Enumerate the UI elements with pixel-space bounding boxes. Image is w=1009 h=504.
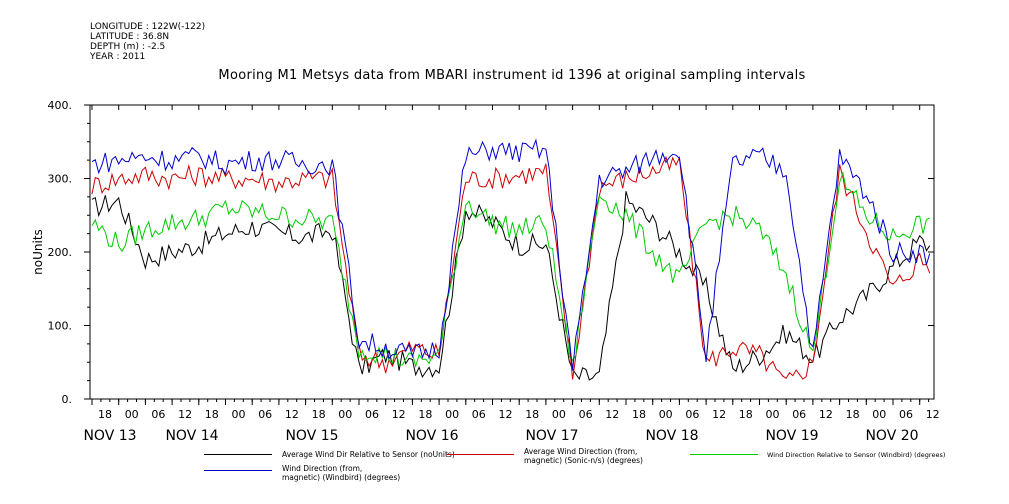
x-tick-label: 18 — [312, 408, 326, 421]
x-tick-label: 18 — [525, 408, 539, 421]
x-day-label: NOV 17 — [525, 428, 578, 444]
x-tick-label: 06 — [685, 408, 699, 421]
axes: 0. 100. 200. 300. 400. 18 00 06 12 18 00 06 12 18 00 06… — [48, 99, 940, 444]
longitude-label: LONGITUDE : 122W(-122) — [90, 22, 206, 32]
x-tick-label: 06 — [792, 408, 806, 421]
legend-line-green — [690, 454, 758, 455]
x-tick-label: 00 — [872, 408, 886, 421]
x-tick-label: 00 — [552, 408, 566, 421]
x-tick-label: 12 — [178, 408, 192, 421]
x-tick-label: 06 — [258, 408, 272, 421]
x-tick-label: 12 — [712, 408, 726, 421]
x-day-label: NOV 16 — [405, 428, 458, 444]
x-tick-label: 00 — [125, 408, 139, 421]
legend-label-blue: Wind Direction (from, magnetic) (Windbir… — [282, 464, 401, 482]
y-tick-label: 0. — [62, 393, 73, 406]
x-tick-label: 06 — [365, 408, 379, 421]
x-tick-label: 12 — [605, 408, 619, 421]
y-tick-label: 400. — [48, 99, 73, 112]
latitude-label: LATITUDE : 36.8N — [90, 32, 170, 42]
series-line-3 — [91, 138, 931, 371]
x-day-label: NOV 13 — [83, 428, 136, 444]
legend-label-green: Wind Direction Relative to Sensor (Windb… — [767, 451, 946, 459]
x-tick-label: 12 — [819, 408, 833, 421]
legend-line-red — [446, 454, 514, 455]
x-tick-label: 12 — [285, 408, 299, 421]
x-tick-label: 18 — [205, 408, 219, 421]
x-tick-label: 00 — [232, 408, 246, 421]
depth-label: DEPTH (m) : -2.5 — [90, 42, 166, 52]
metadata-block: LONGITUDE : 122W(-122) LATITUDE : 36.8N … — [90, 22, 205, 62]
series-line-1 — [91, 155, 931, 380]
x-tick-label: 18 — [846, 408, 860, 421]
x-tick-label: 06 — [899, 408, 913, 421]
x-tick-label: 18 — [632, 408, 646, 421]
x-tick-label: 00 — [445, 408, 459, 421]
year-label: YEAR : 2011 — [90, 52, 146, 62]
legend-label-black: Average Wind Dir Relative to Sensor (noU… — [282, 450, 455, 459]
x-day-label: NOV 14 — [165, 428, 218, 444]
x-tick-label: 18 — [418, 408, 432, 421]
chart-title: Mooring M1 Metsys data from MBARI instru… — [218, 68, 806, 83]
x-tick-label: 12 — [499, 408, 513, 421]
x-tick-label: 06 — [472, 408, 486, 421]
x-tick-label: 12 — [392, 408, 406, 421]
legend-line-blue — [204, 470, 272, 471]
y-tick-label: 300. — [48, 173, 73, 186]
y-tick-label: 100. — [48, 320, 73, 333]
series-line-0 — [91, 191, 931, 381]
x-tick-label: 00 — [766, 408, 780, 421]
x-tick-label: 00 — [338, 408, 352, 421]
x-day-label: NOV 19 — [765, 428, 818, 444]
series-line-2 — [91, 171, 930, 369]
plot-frame — [89, 104, 935, 400]
x-day-label: NOV 20 — [865, 428, 918, 444]
x-day-label: NOV 15 — [285, 428, 338, 444]
x-tick-label: 06 — [579, 408, 593, 421]
y-tick-label: 200. — [48, 246, 73, 259]
x-tick-label: 06 — [151, 408, 165, 421]
x-day-label: NOV 18 — [645, 428, 698, 444]
legend-label-red: Average Wind Direction (from, magnetic) … — [524, 447, 643, 465]
x-tick-label: 18 — [739, 408, 753, 421]
legend-line-black — [204, 454, 272, 455]
series-layer — [91, 138, 931, 381]
x-tick-label: 18 — [98, 408, 112, 421]
x-tick-label: 00 — [659, 408, 673, 421]
y-axis-label: noUnits — [31, 229, 45, 275]
x-tick-label: 12 — [926, 408, 940, 421]
